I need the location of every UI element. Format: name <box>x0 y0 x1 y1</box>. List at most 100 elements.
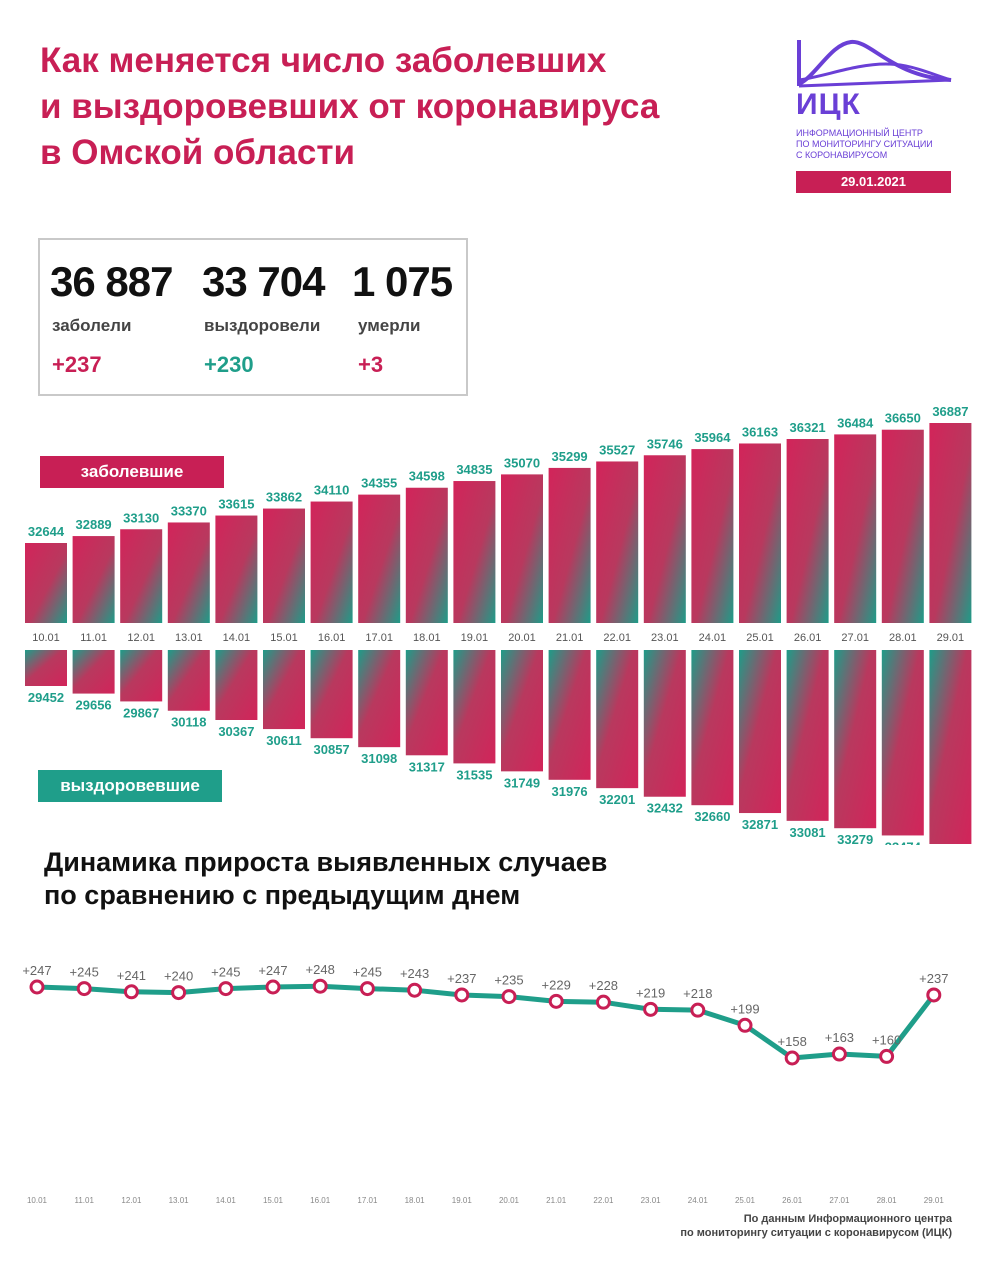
line-point-label: +248 <box>306 962 335 977</box>
line-point <box>454 987 470 1003</box>
line-point-label: +228 <box>589 978 618 993</box>
line-point-label: +218 <box>683 986 712 1001</box>
sick-value-label: 33615 <box>218 497 254 512</box>
line-point-label: +240 <box>164 969 193 984</box>
line-x-tick-label: 17.01 <box>357 1196 378 1205</box>
recovered-value-label: 33474 <box>885 839 922 845</box>
recovered-bar <box>453 650 496 764</box>
recovered-bar <box>310 650 353 739</box>
line-point <box>737 1017 753 1033</box>
bar-category-label: 15.01 <box>270 632 298 644</box>
recovered-bar <box>691 650 734 806</box>
sick-value-label: 35070 <box>504 455 540 470</box>
date-badge: 29.01.2021 <box>796 171 951 193</box>
sick-value-label: 33130 <box>123 510 159 525</box>
line-x-tick-label: 13.01 <box>169 1196 190 1205</box>
line-point <box>595 994 611 1010</box>
recovered-value-label: 31749 <box>504 775 540 790</box>
sick-bar <box>834 434 877 623</box>
line-point <box>407 982 423 998</box>
sick-bar <box>25 543 67 623</box>
logo: ИЦК ИНФОРМАЦИОННЫЙ ЦЕНТР ПО МОНИТОРИНГУ … <box>796 36 956 193</box>
recovered-bar <box>167 650 210 711</box>
sick-value-label: 35299 <box>552 449 588 464</box>
line-x-tick-label: 22.01 <box>593 1196 614 1205</box>
line-x-tick-label: 23.01 <box>641 1196 662 1205</box>
sick-value-label: 36887 <box>932 404 968 419</box>
line-point <box>29 979 45 995</box>
line-x-tick-label: 16.01 <box>310 1196 331 1205</box>
sick-value-label: 33370 <box>171 503 207 518</box>
recovered-bar <box>786 650 829 821</box>
line-chart-title-line: Динамика прироста выявленных случаев <box>44 847 608 877</box>
title-line: Как меняется число заболевших <box>40 41 607 80</box>
line-point-label: +245 <box>70 965 99 980</box>
line-point-label: +199 <box>730 1001 759 1016</box>
stat-recovered-label: выздоровели <box>204 316 321 335</box>
stat-recovered-value: 33 704 <box>202 258 325 305</box>
recovered-bar <box>501 650 543 772</box>
line-point-label: +245 <box>211 965 240 980</box>
line-point <box>784 1050 800 1066</box>
line-x-tick-label: 26.01 <box>782 1196 803 1205</box>
bar-category-label: 10.01 <box>32 632 60 644</box>
bar-category-label: 20.01 <box>508 632 536 644</box>
line-x-tick-label: 14.01 <box>216 1196 237 1205</box>
line-point <box>171 985 187 1001</box>
line-point-label: +160 <box>872 1032 901 1047</box>
recovered-value-label: 30611 <box>266 733 301 748</box>
line-x-tick-label: 20.01 <box>499 1196 520 1205</box>
sick-bar <box>263 508 305 623</box>
bar-category-label: 16.01 <box>318 632 346 644</box>
line-point <box>359 981 375 997</box>
sick-bar <box>167 522 210 623</box>
bar-category-label: 18.01 <box>413 632 441 644</box>
recovered-bar <box>596 650 639 789</box>
recovered-value-label: 33081 <box>790 825 826 840</box>
recovered-value-label: 32660 <box>694 809 730 824</box>
line-point <box>312 978 328 994</box>
line-x-tick-label: 24.01 <box>688 1196 709 1205</box>
recovered-bar <box>405 650 448 756</box>
recovered-bar <box>72 650 115 694</box>
sick-bar <box>72 536 115 623</box>
line-chart-title: Динамика прироста выявленных случаев по … <box>44 846 744 912</box>
line-point-label: +237 <box>447 971 476 986</box>
title-line: в Омской области <box>40 133 355 172</box>
recovered-value-label: 32432 <box>647 801 683 816</box>
sick-value-label: 35527 <box>599 442 635 457</box>
page-title: Как меняется число заболевших и выздоров… <box>40 38 720 176</box>
recovered-bar <box>263 650 305 730</box>
recovered-value-label: 30118 <box>171 715 206 730</box>
line-point-label: +247 <box>258 963 287 978</box>
bar-category-label: 24.01 <box>699 632 727 644</box>
recovered-bar <box>548 650 591 780</box>
bar-category-label: 29.01 <box>937 632 965 644</box>
sick-value-label: 34835 <box>456 462 492 477</box>
sick-bar <box>358 494 401 623</box>
sick-bar <box>881 429 924 623</box>
recovered-value-label: 32871 <box>742 817 778 832</box>
stat-sick-label: заболели <box>52 316 132 335</box>
line-point-label: +245 <box>353 965 382 980</box>
line-point-label: +163 <box>825 1030 854 1045</box>
bar-category-label: 22.01 <box>603 632 631 644</box>
sick-bar <box>310 501 353 623</box>
sick-value-label: 36484 <box>837 415 874 430</box>
sick-value-label: 36650 <box>885 411 921 426</box>
line-point-label: +158 <box>778 1034 807 1049</box>
title-line: и выздоровевших от коронавируса <box>40 87 660 126</box>
bar-category-label: 21.01 <box>556 632 584 644</box>
recovered-bar <box>834 650 877 829</box>
sick-series-label: заболевшие <box>40 456 224 488</box>
stat-died-value: 1 075 <box>352 258 453 305</box>
footnote-line: По данным Информационного центра <box>743 1213 952 1225</box>
bar-category-label: 14.01 <box>223 632 251 644</box>
recovered-value-label: 31535 <box>456 767 492 782</box>
bar-category-label: 12.01 <box>127 632 155 644</box>
source-footnote: По данным Информационного центра по мони… <box>680 1212 952 1240</box>
sick-value-label: 35964 <box>694 430 731 445</box>
sick-value-label: 35746 <box>647 436 683 451</box>
recovered-value-label: 32201 <box>599 792 635 807</box>
recovered-value-label: 29867 <box>123 705 159 720</box>
